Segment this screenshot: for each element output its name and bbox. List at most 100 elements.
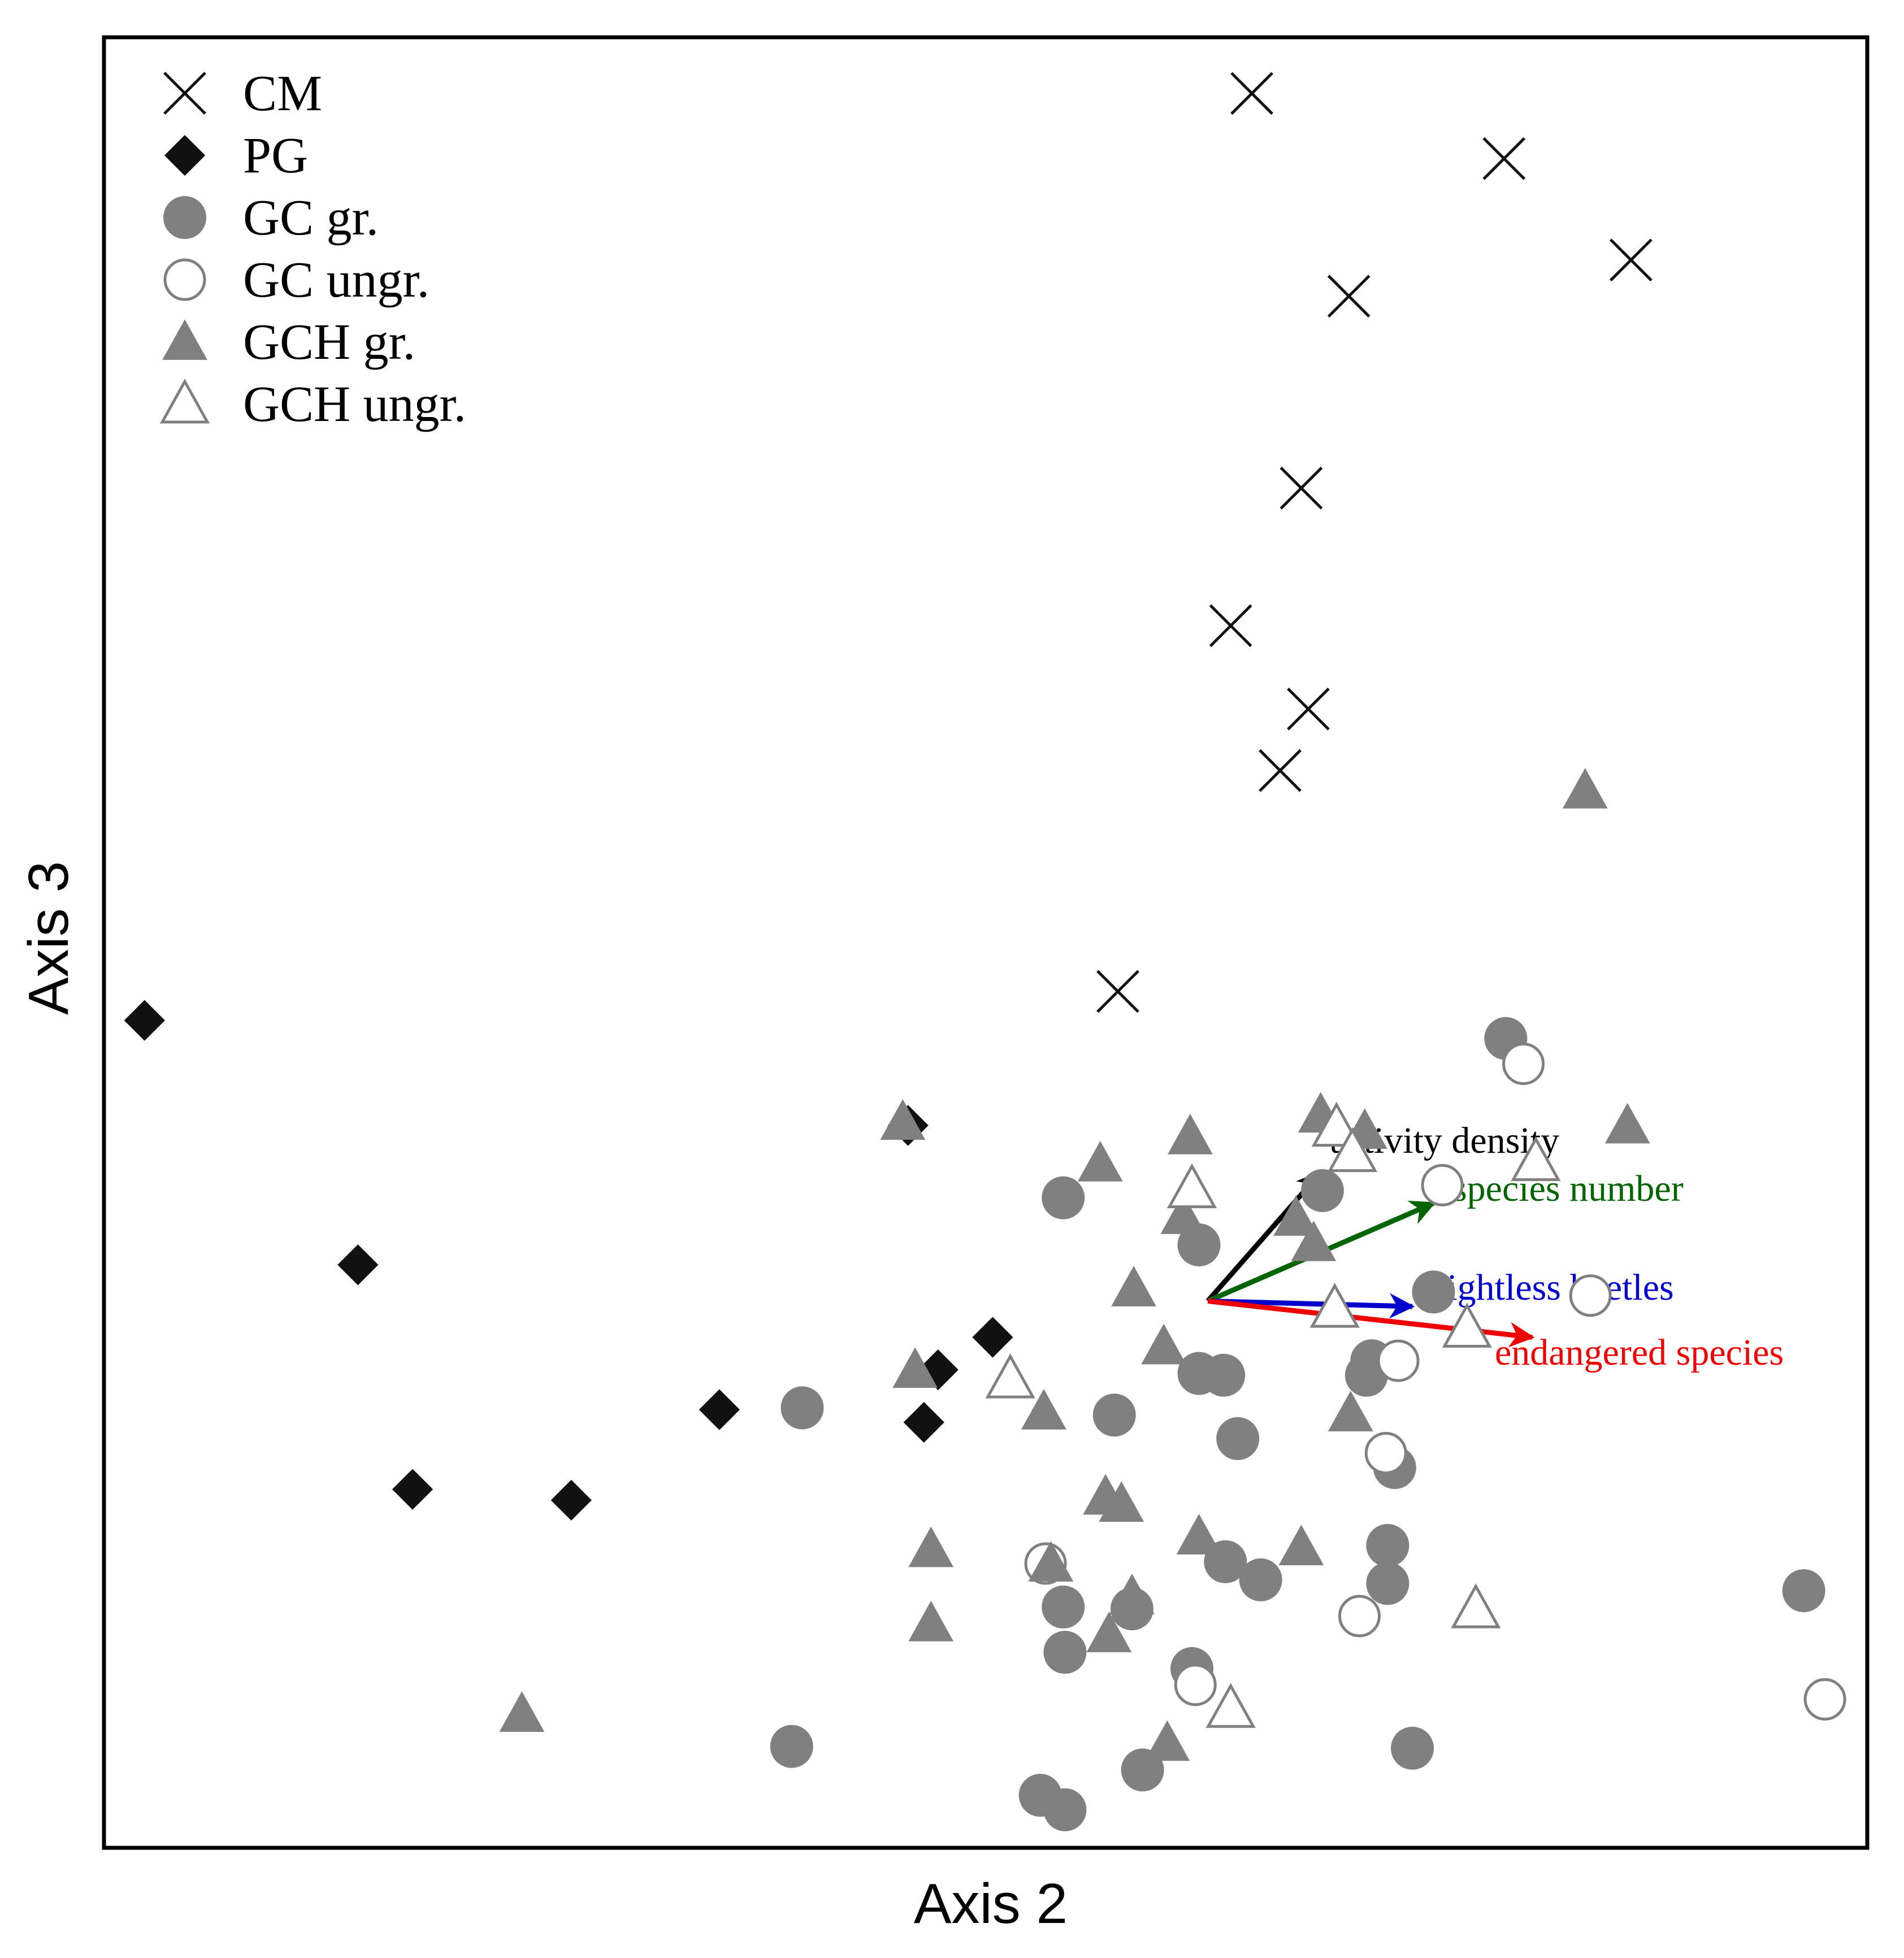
- point-cm-stroke: [1230, 72, 1273, 115]
- point-pg: [972, 1317, 1013, 1358]
- legend-label-pg: PG: [243, 128, 308, 184]
- plot-frame: [102, 35, 1870, 1850]
- point-gch-gr: [1028, 1541, 1074, 1582]
- point-gc-gr: [1042, 1585, 1085, 1629]
- point-gch-gr: [892, 1347, 938, 1388]
- legend-label-gc-ungr: GC ungr.: [243, 252, 430, 308]
- point-gc-gr: [1366, 1523, 1409, 1567]
- point-cm-stroke: [1610, 238, 1653, 281]
- point-gch-gr: [1144, 1720, 1190, 1761]
- point-gch-gr: [908, 1526, 954, 1568]
- point-pg: [124, 1000, 165, 1041]
- point-cm-stroke: [1280, 466, 1323, 510]
- point-cm-stroke: [1259, 749, 1302, 792]
- point-gc-gr: [1177, 1223, 1221, 1267]
- vector-flightless-beetles: [1208, 1293, 1415, 1319]
- point-gch-ungr: [1451, 1583, 1501, 1629]
- point-gch-gr: [1111, 1266, 1156, 1306]
- point-gch-ungr: [1327, 1127, 1378, 1173]
- x-axis-title: Axis 2: [914, 1872, 1068, 1935]
- point-gc-gr: [780, 1386, 824, 1430]
- point-cm: [1230, 72, 1273, 115]
- point-gch-gr: [499, 1691, 545, 1732]
- legend-symbol-cm-stroke: [163, 72, 206, 115]
- point-gc-gr: [1042, 1176, 1085, 1219]
- point-gch-gr: [1562, 767, 1608, 809]
- point-cm-stroke: [1482, 137, 1526, 180]
- point-gch-ungr: [1511, 1136, 1561, 1182]
- legend-symbol-gc-gr: [163, 196, 206, 239]
- points-layer: [124, 72, 1846, 1831]
- point-gc-ungr: [1364, 1432, 1407, 1475]
- vector-label-flightless-beetles: flightless beetles: [1424, 1267, 1674, 1308]
- point-gc-ungr: [1502, 1043, 1545, 1086]
- point-gch-gr: [1109, 1573, 1155, 1614]
- y-axis-title: Axis 3: [17, 861, 80, 1015]
- point-gch-gr: [908, 1600, 954, 1642]
- point-pg: [903, 1401, 944, 1443]
- point-gch-gr: [1604, 1102, 1650, 1144]
- legend: CM PG GC gr. GC ungr. GCH gr. GCH ungr.: [159, 66, 466, 432]
- legend-label-gc-gr: GC gr.: [243, 190, 379, 246]
- point-gc-gr: [1177, 1352, 1221, 1395]
- point-gc-gr: [1043, 1788, 1087, 1831]
- point-cm: [1482, 137, 1526, 180]
- point-cm: [1280, 466, 1323, 510]
- point-gc-gr: [1216, 1417, 1260, 1460]
- legend-label-cm: CM: [243, 66, 322, 121]
- point-pg: [392, 1469, 433, 1510]
- point-gc-ungr: [1174, 1664, 1217, 1707]
- point-gc-gr: [1366, 1562, 1409, 1605]
- point-cm: [1610, 238, 1653, 281]
- point-gch-gr: [1328, 1391, 1373, 1431]
- point-gch-gr: [1160, 1193, 1206, 1234]
- point-gch-ungr: [985, 1353, 1035, 1399]
- point-gc-gr: [1344, 1353, 1388, 1397]
- point-gc-gr: [770, 1725, 813, 1768]
- point-gc-gr: [1092, 1393, 1136, 1437]
- point-cm: [1327, 275, 1370, 318]
- point-pg: [699, 1389, 740, 1430]
- point-cm: [1287, 687, 1330, 731]
- point-gc-gr: [1043, 1630, 1087, 1674]
- point-gc-ungr: [1421, 1163, 1464, 1206]
- point-cm: [1259, 749, 1302, 792]
- point-gc-ungr: [1803, 1678, 1846, 1721]
- point-gch-gr: [1176, 1514, 1222, 1555]
- point-gch-ungr: [1205, 1683, 1256, 1728]
- point-gc-gr: [1300, 1169, 1344, 1212]
- point-gch-gr: [1278, 1525, 1324, 1566]
- point-gch-gr: [1273, 1195, 1319, 1236]
- legend-label-gch-gr: GCH gr.: [243, 314, 415, 370]
- point-gc-gr: [1782, 1569, 1825, 1613]
- point-pg: [337, 1244, 379, 1286]
- point-cm-stroke: [1096, 970, 1139, 1013]
- point-gch-ungr: [1166, 1163, 1217, 1209]
- point-gc-ungr: [1569, 1274, 1612, 1317]
- legend-symbol-cm: [163, 72, 206, 115]
- point-cm: [1096, 970, 1139, 1013]
- point-gch-gr: [1141, 1323, 1187, 1365]
- legend-symbol-gc-ungr: [163, 258, 206, 301]
- point-pg: [550, 1479, 592, 1521]
- point-gch-gr: [1291, 1220, 1337, 1261]
- legend-label-gch-ungr: GCH ungr.: [243, 376, 466, 432]
- point-gch-ungr: [1311, 1101, 1362, 1147]
- point-cm-stroke: [1287, 687, 1330, 731]
- point-gch-gr: [1021, 1388, 1066, 1430]
- point-gc-gr: [1391, 1726, 1434, 1770]
- point-gch-gr: [1086, 1612, 1132, 1652]
- point-gch-ungr: [1442, 1303, 1492, 1348]
- point-gch-gr: [880, 1099, 926, 1140]
- point-cm-stroke: [1327, 275, 1370, 318]
- legend-symbol-pg: [164, 134, 206, 176]
- point-gch-gr: [1099, 1481, 1144, 1522]
- point-cm-stroke: [1209, 604, 1252, 648]
- legend-symbol-gch-gr: [162, 319, 207, 360]
- point-gc-gr: [1412, 1270, 1455, 1314]
- point-gc-ungr: [1338, 1595, 1381, 1638]
- point-gch-gr: [1168, 1113, 1213, 1154]
- point-gch-ungr: [1309, 1283, 1360, 1328]
